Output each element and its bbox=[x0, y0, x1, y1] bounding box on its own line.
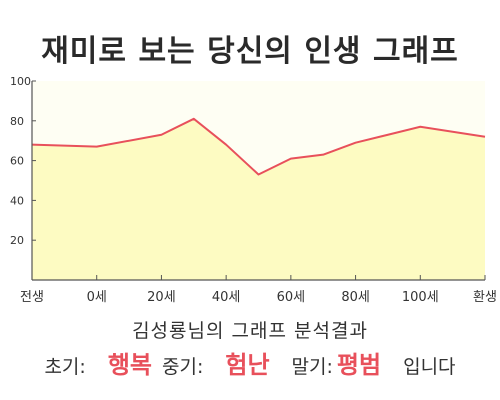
y-tick-label: 100 bbox=[10, 75, 31, 88]
x-ticks: 전생 0세 20세 40세 60세 80세 100세 환생 bbox=[20, 275, 497, 305]
y-tick-label: 20 bbox=[10, 234, 24, 247]
y-tick-label: 60 bbox=[10, 155, 24, 168]
x-tick-label: 0세 bbox=[87, 290, 107, 305]
x-tick-label: 40세 bbox=[212, 290, 241, 305]
early-value: 행복 bbox=[107, 351, 152, 379]
x-tick-label: 전생 bbox=[20, 290, 44, 305]
x-tick-label: 60세 bbox=[277, 290, 306, 305]
analysis-summary: 김성룡님의 그래프 분석결과 bbox=[132, 320, 368, 342]
x-tick-label: 20세 bbox=[147, 290, 176, 305]
middle-value: 험난 bbox=[225, 351, 270, 379]
x-tick-label: 80세 bbox=[341, 290, 370, 305]
axes bbox=[31, 81, 485, 281]
series-line bbox=[31, 117, 486, 176]
early-label: 초기: bbox=[44, 356, 86, 378]
y-tick-label: 40 bbox=[10, 194, 24, 207]
y-tick-label: 80 bbox=[10, 115, 24, 128]
area-layer bbox=[31, 117, 486, 280]
x-tick-label: 100세 bbox=[402, 290, 439, 305]
analysis-result: 초기: 행복 중기: 험난 말기: 평범 입니다 bbox=[0, 345, 500, 380]
late-label: 말기: bbox=[291, 356, 333, 378]
middle-label: 중기: bbox=[162, 356, 204, 378]
x-tick-label: 환생 bbox=[473, 290, 497, 305]
area-fill bbox=[32, 118, 485, 280]
page-title: 재미로 보는 당신의 인생 그래프 bbox=[41, 34, 459, 69]
y-ticks: 20 40 60 80 100 bbox=[10, 75, 36, 247]
result-suffix: 입니다 bbox=[403, 356, 456, 378]
late-value: 평범 bbox=[336, 351, 382, 379]
